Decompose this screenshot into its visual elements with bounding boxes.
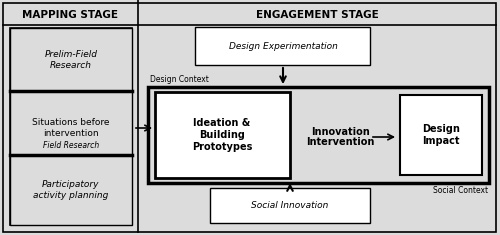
Bar (10, 28, 132, 225)
Bar (195, 27, 370, 65)
Bar (155, 92, 290, 178)
Bar (148, 87, 489, 183)
Text: Social Innovation: Social Innovation (252, 201, 328, 211)
Text: Field Research: Field Research (43, 141, 99, 149)
Text: Design
Impact: Design Impact (422, 124, 460, 146)
Bar (400, 95, 482, 175)
Text: Intervention: Intervention (306, 137, 374, 147)
Text: Innovation: Innovation (310, 127, 370, 137)
Text: ENGAGEMENT STAGE: ENGAGEMENT STAGE (256, 10, 378, 20)
Text: Design Context: Design Context (150, 75, 209, 84)
Text: Situations before
intervention: Situations before intervention (32, 118, 110, 138)
Bar (10, 155, 132, 225)
Bar (210, 188, 370, 223)
Text: Design Experimentation: Design Experimentation (228, 42, 338, 51)
Text: Ideation &
Building
Prototypes: Ideation & Building Prototypes (192, 118, 252, 152)
Bar (10, 91, 132, 155)
Bar (10, 28, 132, 91)
Text: Prelim-Field
Research: Prelim-Field Research (44, 50, 98, 70)
Text: Participatory
activity planning: Participatory activity planning (34, 180, 108, 200)
Text: Social Context: Social Context (433, 186, 488, 195)
Text: MAPPING STAGE: MAPPING STAGE (22, 10, 118, 20)
